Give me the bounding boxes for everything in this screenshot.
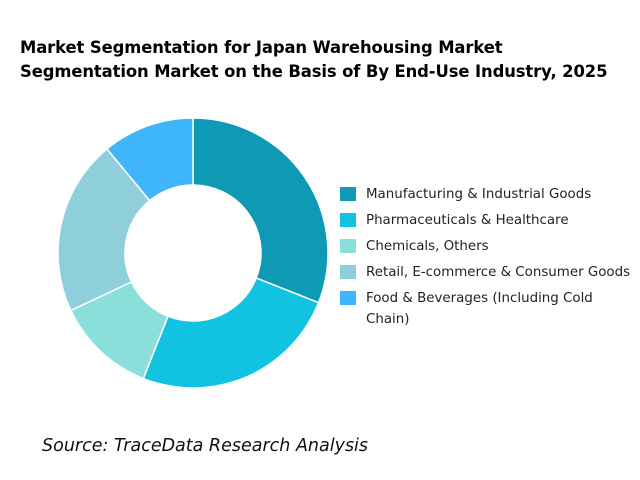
legend-item: Food & Beverages (Including Cold Chain) xyxy=(340,288,636,330)
legend-item: Pharmaceuticals & Healthcare xyxy=(340,210,636,231)
legend-swatch xyxy=(340,291,356,305)
legend-swatch xyxy=(340,187,356,201)
donut-slice-chemicals-others xyxy=(57,147,151,312)
legend-label: Retail, E-commerce & Consumer Goods xyxy=(366,265,631,280)
donut-slice-pharmaceuticals-healthcare xyxy=(142,277,320,389)
legend-swatch xyxy=(340,265,356,279)
legend-item: Retail, E-commerce & Consumer Goods xyxy=(340,262,636,283)
donut-slice-food-beverages-including-cold-chain xyxy=(105,117,194,202)
legend-label: Pharmaceuticals & Healthcare xyxy=(366,213,569,228)
source-note: Source: TraceData Research Analysis xyxy=(42,436,369,456)
legend-label: Chemicals, Others xyxy=(366,239,489,254)
donut-slice-manufacturing-industrial-goods xyxy=(192,117,329,304)
legend-item: Chemicals, Others xyxy=(340,236,636,257)
chart-legend: Manufacturing & Industrial Goods Pharmac… xyxy=(340,184,636,335)
legend-swatch xyxy=(340,213,356,227)
legend-swatch xyxy=(340,239,356,253)
legend-label: Manufacturing & Industrial Goods xyxy=(366,187,592,202)
legend-label: Food & Beverages (Including Cold Chain) xyxy=(366,291,593,327)
legend-item: Manufacturing & Industrial Goods xyxy=(340,184,636,205)
donut-slices xyxy=(57,117,329,389)
chart-title: Market Segmentation for Japan Warehousin… xyxy=(20,38,608,81)
